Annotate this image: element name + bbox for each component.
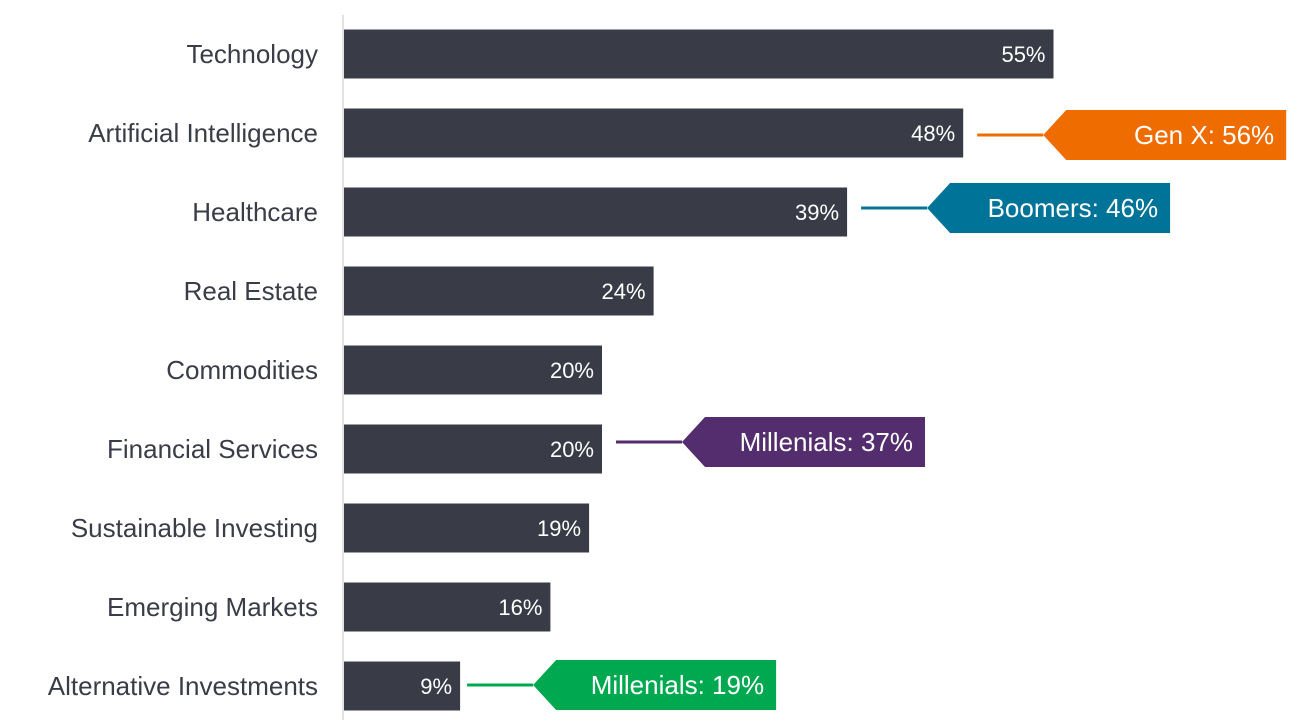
bar xyxy=(344,29,1054,79)
category-label: Alternative Investments xyxy=(48,671,318,701)
callout-tag xyxy=(1043,110,1287,160)
callout-label: Millenials: 37% xyxy=(740,427,913,457)
bar xyxy=(344,424,602,474)
callout-label: Gen X: 56% xyxy=(1134,120,1274,150)
bar xyxy=(344,266,654,316)
category-label: Commodities xyxy=(166,355,318,385)
category-label: Healthcare xyxy=(192,197,318,227)
bar xyxy=(344,108,964,158)
value-label: 16% xyxy=(498,595,542,620)
value-label: 9% xyxy=(420,674,452,699)
value-label: 48% xyxy=(911,121,955,146)
category-label: Artificial Intelligence xyxy=(88,118,318,148)
bar xyxy=(344,503,590,553)
callout-tag xyxy=(682,417,925,467)
callout-label: Boomers: 46% xyxy=(988,193,1159,223)
callout-tag xyxy=(927,183,1171,233)
value-label: 24% xyxy=(602,279,646,304)
value-label: 55% xyxy=(1001,42,1045,67)
value-label: 19% xyxy=(537,516,581,541)
value-label: 20% xyxy=(550,437,594,462)
value-label: 20% xyxy=(550,358,594,383)
callout: Millenials: 37% xyxy=(616,417,925,467)
callout: Boomers: 46% xyxy=(861,183,1171,233)
category-label: Technology xyxy=(186,39,318,69)
callout-tag xyxy=(533,660,777,710)
callout: Gen X: 56% xyxy=(977,110,1287,160)
bar xyxy=(344,582,551,632)
callout: Millenials: 19% xyxy=(467,660,777,710)
category-label: Sustainable Investing xyxy=(71,513,318,543)
category-label: Financial Services xyxy=(107,434,318,464)
callout-label: Millenials: 19% xyxy=(591,670,764,700)
category-label: Emerging Markets xyxy=(107,592,318,622)
category-label: Real Estate xyxy=(184,276,318,306)
bar xyxy=(344,345,602,395)
bar xyxy=(344,661,461,711)
bar xyxy=(344,187,848,237)
value-label: 39% xyxy=(795,200,839,225)
